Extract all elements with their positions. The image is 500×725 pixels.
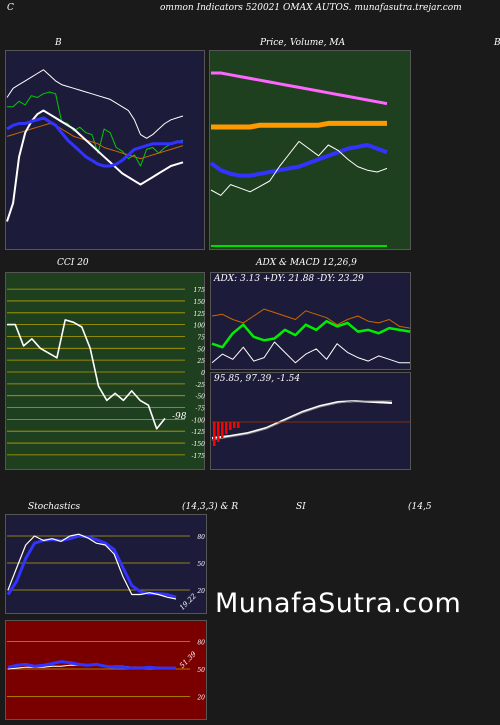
cci-line [7,319,166,430]
macd-signal-line [211,400,392,441]
cci-tick-label-1: 150 [194,299,206,306]
macd-readout: 95.85, 97.39, -1.54 [214,374,301,384]
cci-tick-label-0: 175 [194,287,206,294]
rsi-panel [5,620,207,720]
adx-line-1 [211,319,411,349]
page-title: ommon Indicators 520021 OMAX AUTOS. muna… [160,3,462,13]
bollinger-line-5 [6,69,184,139]
bollinger-line-3 [6,109,184,222]
rsi-tick-label-0: 80 [197,639,205,646]
macd-histogram-bar-1 [217,422,220,442]
cci-tick-label-6: 25 [196,358,205,365]
stoch-tick-label-0: 80 [197,534,205,541]
stoch-tick-label-2: 20 [196,588,205,595]
price-title-overlay: Volume, MA [290,38,346,48]
macd-panel [210,372,411,470]
rsi-tick-label-1: 50 [197,667,205,674]
cci-tick-label-5: 50 [197,346,205,353]
macd-histogram-bar-0 [213,422,216,446]
price-ma-line-blue [209,143,388,178]
cci-tick-label-3: 100 [194,323,206,330]
adx-readout: ADX: 3.13 +DY: 21.88 -DY: 23.29 [214,274,364,284]
cci-panel [5,272,205,470]
watermark: MunafaSutra.com [215,588,462,619]
price-title: Price, [260,38,287,48]
rsi-tick-label-2: 20 [196,695,205,702]
stoch-line-d [6,534,177,599]
stoch-line-k [7,533,177,600]
macd-line [211,400,393,439]
adx-line-3 [211,341,410,364]
adx-line-2 [211,308,411,329]
macd-histogram-bar-6 [237,422,240,428]
macd-histogram-bar-3 [225,422,228,434]
rsi-title: SI [296,502,306,512]
header-left-letter: C [7,3,14,13]
cci-title: CCI 20 [57,258,89,268]
adx-panel [210,272,411,370]
bollinger-line-4 [6,116,183,168]
cci-tick-label-11: -100 [192,417,206,424]
bollinger-line-2 [6,123,184,160]
cci-tick-label-2: 125 [194,311,206,318]
price-ma-line-orange [211,120,387,130]
cci-tick-label-12: -125 [192,429,206,436]
stochastics-title: Stochastics [28,502,81,512]
cci-tick-label-4: 75 [197,334,205,341]
cci-value-label: -98 [172,412,187,422]
cci-tick-label-7: 0 [201,370,205,377]
right-edge-letter: B [494,38,500,48]
stochastics-title-mid: (14,3,3) & R [182,502,239,512]
stoch-tick-label-1: 50 [197,561,205,568]
rsi-line [7,660,176,670]
cci-tick-label-8: -25 [195,382,205,389]
macd-histogram-bar-2 [221,422,224,438]
macd-histogram-bar-5 [233,422,236,428]
bollinger-title: B [55,38,62,48]
adx-title: ADX & MACD 12,26,9 [256,258,357,268]
price-ma-line-pink [211,71,388,106]
cci-tick-label-14: -175 [192,453,206,460]
cci-tick-label-13: -150 [192,441,206,448]
price-line [210,140,388,196]
rsi-title-right: (14,5 [408,502,432,512]
macd-histogram-bar-4 [229,422,232,430]
bollinger-panel [5,50,205,250]
cci-tick-label-9: -50 [195,394,205,401]
bollinger-line-1 [7,91,184,167]
cci-tick-label-10: -75 [195,406,205,413]
